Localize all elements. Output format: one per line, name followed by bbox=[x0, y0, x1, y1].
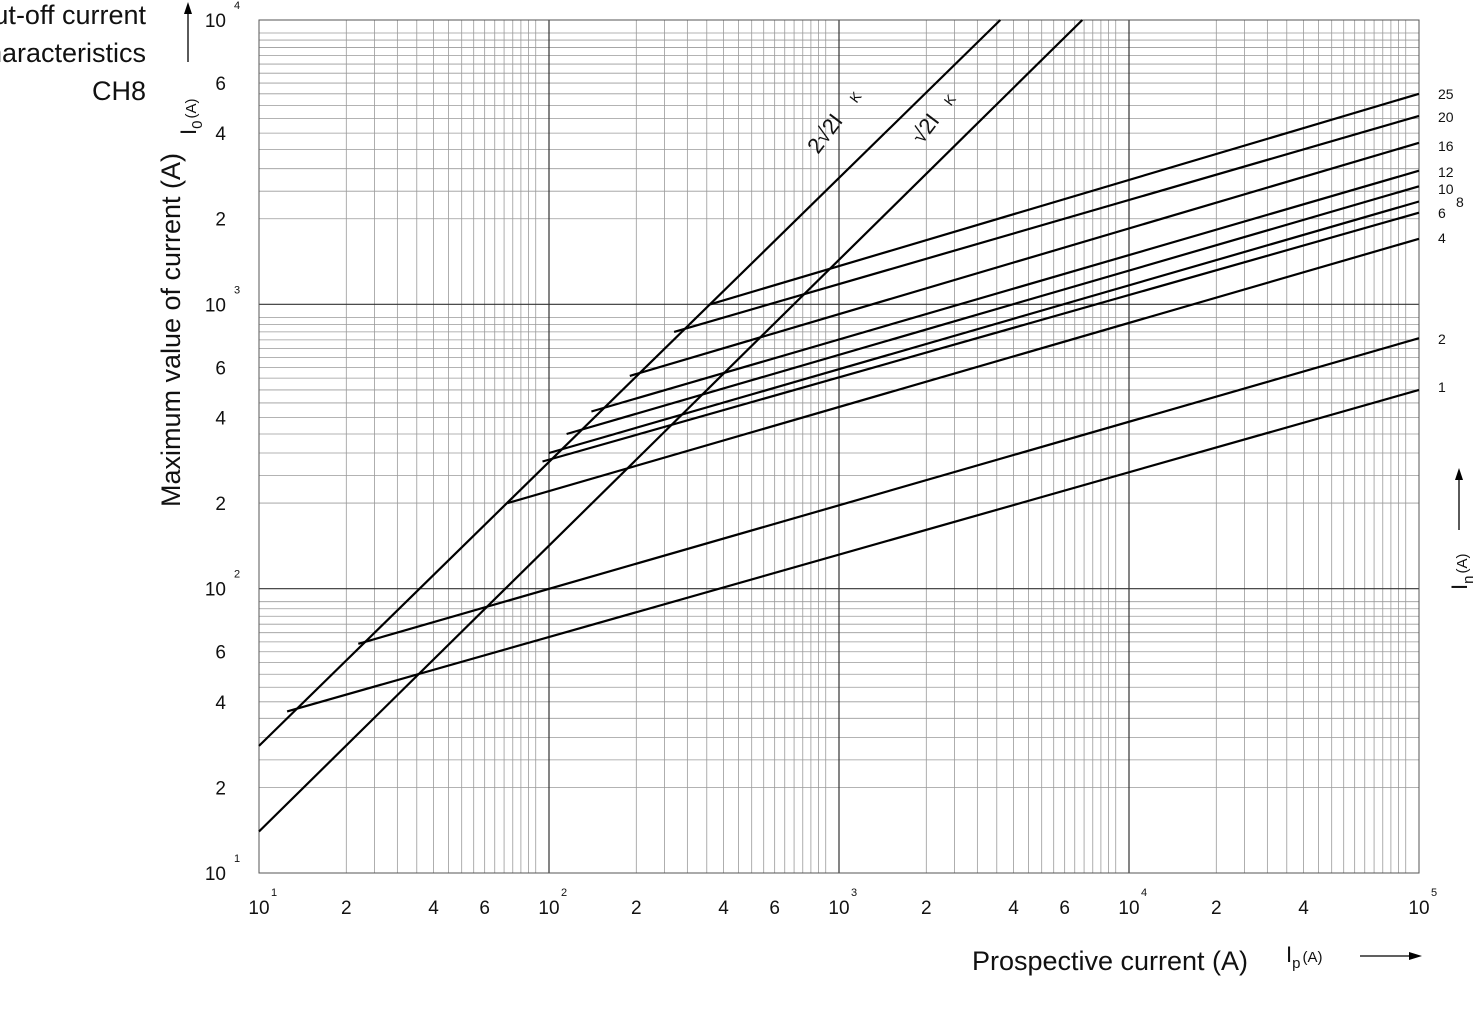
x-tick-label: 2 bbox=[341, 898, 352, 919]
rating-label-16: 16 bbox=[1438, 138, 1454, 154]
series-line-16 bbox=[629, 141, 1420, 377]
grid-major-lines bbox=[259, 20, 1419, 873]
x-tick-label: 10 bbox=[248, 898, 269, 919]
y-axis-symbol: I0(A) bbox=[176, 99, 206, 135]
rating-label-2: 2 bbox=[1438, 331, 1446, 347]
series-line-4 bbox=[507, 237, 1420, 505]
y-tick-label: 4 bbox=[215, 408, 226, 429]
chart-title: Cut-off current characteristics CH8 bbox=[0, 0, 146, 106]
x-tick-exponent: 5 bbox=[1431, 887, 1437, 899]
x-tick-exponent: 2 bbox=[561, 887, 567, 899]
title-line-3: CH8 bbox=[92, 76, 146, 106]
y-tick-label: 4 bbox=[215, 693, 226, 714]
y-tick-exponent: 3 bbox=[234, 284, 240, 296]
x-tick-label: 10 bbox=[538, 898, 559, 919]
title-line-1: Cut-off current bbox=[0, 0, 146, 30]
rating-label-10: 10 bbox=[1438, 181, 1454, 197]
rating-label-12: 12 bbox=[1438, 164, 1454, 180]
x-tick-label: 2 bbox=[1211, 898, 1222, 919]
series-line-8 bbox=[548, 200, 1420, 455]
rating-label-1: 1 bbox=[1438, 379, 1446, 395]
x-tick-label: 6 bbox=[479, 898, 490, 919]
x-tick-label: 10 bbox=[1408, 898, 1429, 919]
y-axis-arrow bbox=[184, 2, 192, 62]
x-axis-symbol: Ip (A) bbox=[1286, 942, 1322, 972]
ref-label-2sqrt2-k: K bbox=[846, 88, 865, 106]
y-tick-label: 10 bbox=[205, 580, 226, 601]
y-tick-exponent: 4 bbox=[234, 0, 240, 12]
y-tick-label: 2 bbox=[215, 494, 226, 515]
y-tick-exponent: 2 bbox=[234, 569, 240, 581]
x-tick-exponent: 1 bbox=[271, 887, 277, 899]
x-tick-label: 10 bbox=[828, 898, 849, 919]
y-tick-label: 6 bbox=[215, 643, 226, 664]
y-tick-exponent: 1 bbox=[234, 853, 240, 865]
y-tick-label: 6 bbox=[215, 74, 226, 95]
rating-axis-arrow bbox=[1455, 468, 1463, 530]
y-tick-label: 2 bbox=[215, 210, 226, 231]
y-tick-label: 6 bbox=[215, 358, 226, 379]
rating-label-8: 8 bbox=[1456, 194, 1464, 210]
series-line-10 bbox=[566, 185, 1420, 436]
x-axis-arrow bbox=[1360, 952, 1422, 960]
ref-label-sqrt2-main: √2I bbox=[906, 109, 944, 148]
series-line-1 bbox=[286, 388, 1420, 713]
x-tick-label: 4 bbox=[1008, 898, 1019, 919]
plot-frame bbox=[258, 19, 1420, 874]
x-tick-label: 2 bbox=[631, 898, 642, 919]
rating-label-25: 25 bbox=[1438, 86, 1454, 102]
x-tick-label: 4 bbox=[428, 898, 439, 919]
x-tick-label: 6 bbox=[1059, 898, 1070, 919]
rating-label-6: 6 bbox=[1438, 205, 1446, 221]
ref-label-2sqrt2: 2√2I K bbox=[802, 88, 865, 158]
x-tick-label: 4 bbox=[718, 898, 729, 919]
rating-label-4: 4 bbox=[1438, 230, 1446, 246]
y-axis-title: Maximum value of current (A) bbox=[156, 153, 186, 507]
rating-label-20: 20 bbox=[1438, 109, 1454, 125]
x-tick-label: 10 bbox=[1118, 898, 1139, 919]
x-axis-title: Prospective current (A) bbox=[972, 946, 1248, 976]
x-tick-label: 4 bbox=[1298, 898, 1309, 919]
y-tick-label: 10 bbox=[205, 295, 226, 316]
x-tick-exponent: 4 bbox=[1141, 887, 1147, 899]
reference-curve-0 bbox=[258, 19, 1002, 747]
series-line-2 bbox=[357, 337, 1420, 645]
x-tick-exponent: 3 bbox=[851, 887, 857, 899]
y-tick-label: 10 bbox=[205, 864, 226, 885]
series-line-25 bbox=[709, 92, 1420, 306]
series-line-12 bbox=[591, 169, 1420, 413]
series-lines bbox=[286, 92, 1420, 713]
rating-axis-symbol: In(A) bbox=[1447, 554, 1477, 590]
y-tick-label: 2 bbox=[215, 778, 226, 799]
ref-label-sqrt2: √2I K bbox=[906, 91, 959, 148]
y-tick-labels: 10 1 2 4 6 10 2 2 4 6 10 3 2 4 6 10 4 bbox=[205, 0, 240, 885]
x-tick-label: 6 bbox=[769, 898, 780, 919]
y-tick-label: 10 bbox=[205, 11, 226, 32]
x-tick-label: 2 bbox=[921, 898, 932, 919]
series-line-6 bbox=[542, 211, 1420, 463]
series-line-20 bbox=[673, 114, 1420, 333]
title-line-2: characteristics bbox=[0, 38, 146, 68]
y-tick-label: 4 bbox=[215, 124, 226, 145]
